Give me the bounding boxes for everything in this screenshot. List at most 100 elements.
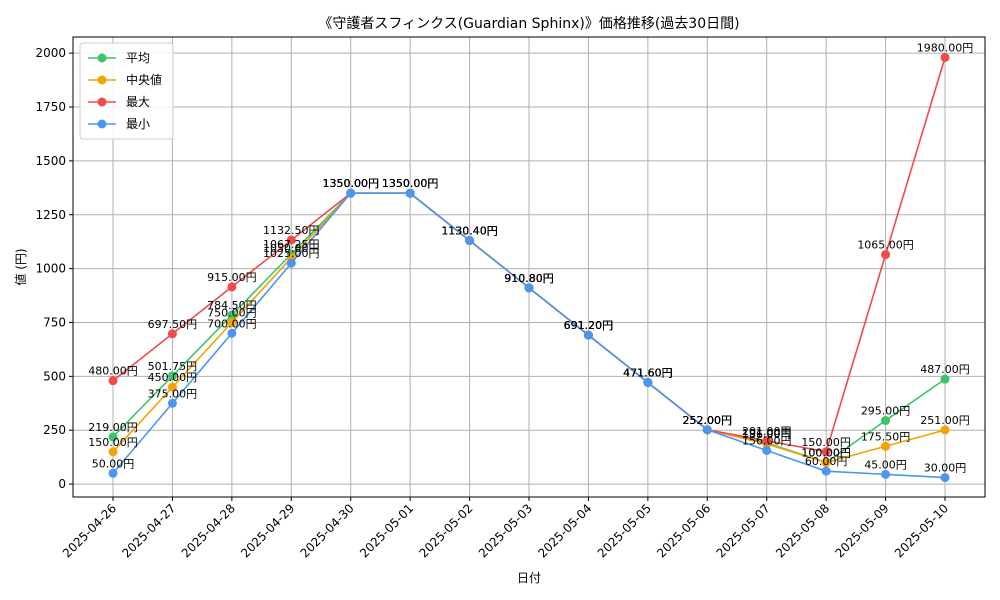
data-label: 219.00円 xyxy=(88,421,138,434)
data-label: 471.60円 xyxy=(623,366,673,379)
data-point xyxy=(643,377,653,387)
data-label: 191.00円 xyxy=(742,427,792,440)
data-point xyxy=(762,436,772,446)
x-tick-label: 2025-05-09 xyxy=(832,501,891,560)
data-label: 1350.00円 xyxy=(322,177,379,190)
legend-marker xyxy=(97,97,107,107)
x-tick-label: 2025-04-28 xyxy=(179,501,238,560)
data-label: 252.00円 xyxy=(683,414,733,427)
y-axis-title: 値 (円) xyxy=(13,248,28,285)
data-label: 1132.50円 xyxy=(263,224,320,237)
y-tick-label: 1250 xyxy=(35,208,66,222)
data-point xyxy=(762,445,772,455)
data-label: 1350.00円 xyxy=(322,177,379,190)
legend-label: 最小 xyxy=(126,117,150,131)
data-point xyxy=(524,283,534,293)
data-label: 700.00円 xyxy=(207,317,257,330)
data-label: 784.50円 xyxy=(207,299,257,312)
data-point xyxy=(286,235,296,245)
y-tick-label: 0 xyxy=(58,477,66,491)
data-label: 252.00円 xyxy=(683,414,733,427)
data-label: 471.60円 xyxy=(623,366,673,379)
data-label: 252.00円 xyxy=(683,414,733,427)
data-point xyxy=(167,382,177,392)
data-label: 150.00円 xyxy=(801,436,851,449)
data-label: 691.20円 xyxy=(564,319,614,332)
data-label: 910.80円 xyxy=(504,272,554,285)
data-label: 480.00円 xyxy=(88,365,138,378)
data-label: 1130.40円 xyxy=(441,225,498,238)
series-group xyxy=(108,52,950,483)
data-label: 1980.00円 xyxy=(917,41,974,54)
x-tick-label: 2025-05-06 xyxy=(654,501,713,560)
data-point xyxy=(821,447,831,457)
y-tick-label: 1750 xyxy=(35,100,66,114)
data-label: 471.60円 xyxy=(623,366,673,379)
data-label: 1350.00円 xyxy=(322,177,379,190)
data-label: 1350.00円 xyxy=(382,177,439,190)
data-label: 175.50円 xyxy=(861,430,911,443)
x-tick-label: 2025-05-01 xyxy=(357,501,416,560)
data-label: 1130.40円 xyxy=(441,225,498,238)
data-point xyxy=(227,317,237,327)
data-label: 1130.40円 xyxy=(441,225,498,238)
data-label: 1050.00円 xyxy=(263,242,320,255)
x-axis-title: 日付 xyxy=(517,571,541,585)
data-label: 750.00円 xyxy=(207,306,257,319)
legend-box xyxy=(79,42,174,140)
x-axis: 2025-04-26 2025-04-27 2025-04-28 2025-04-29… xyxy=(60,497,951,560)
data-label: 201.00円 xyxy=(742,425,792,438)
data-label: 30.00円 xyxy=(924,462,967,475)
data-label: 691.20円 xyxy=(564,319,614,332)
data-label: 501.75円 xyxy=(148,360,198,373)
data-point xyxy=(108,447,118,457)
data-label: 910.80円 xyxy=(504,272,554,285)
data-point xyxy=(227,310,237,320)
data-label: 915.00円 xyxy=(207,271,257,284)
y-tick-label: 1500 xyxy=(35,154,66,168)
data-label: 50.00円 xyxy=(92,457,135,470)
data-point xyxy=(881,441,891,451)
data-label: 910.80円 xyxy=(504,272,554,285)
x-tick-label: 2025-05-02 xyxy=(416,501,475,560)
data-point xyxy=(881,416,891,426)
data-point xyxy=(108,376,118,386)
legend-marker xyxy=(97,119,107,129)
data-label: 60.00円 xyxy=(805,455,848,468)
data-label: 45.00円 xyxy=(864,458,907,471)
data-point xyxy=(940,52,950,62)
data-point xyxy=(702,425,712,435)
data-label: 100.00円 xyxy=(801,447,851,460)
data-label: 186.00円 xyxy=(742,428,792,441)
legend-label: 中央値 xyxy=(126,72,162,87)
data-point xyxy=(405,188,415,198)
data-point xyxy=(940,473,950,483)
x-tick-label: 2025-04-27 xyxy=(119,501,178,560)
x-tick-label: 2025-04-29 xyxy=(238,501,297,560)
data-point xyxy=(940,425,950,435)
data-point xyxy=(346,188,356,198)
data-label: 375.00円 xyxy=(148,387,198,400)
y-tick-label: 500 xyxy=(43,369,66,383)
data-point xyxy=(881,250,891,260)
x-tick-label: 2025-05-04 xyxy=(535,501,594,560)
data-label: 450.00円 xyxy=(148,371,198,384)
y-tick-label: 750 xyxy=(43,315,66,329)
data-label: 1130.40円 xyxy=(441,225,498,238)
x-tick-label: 2025-04-30 xyxy=(298,501,357,560)
data-label: 1350.00円 xyxy=(382,177,439,190)
y-tick-label: 2000 xyxy=(35,46,66,60)
data-point xyxy=(583,330,593,340)
data-label: 295.00円 xyxy=(861,405,911,418)
data-label: 691.20円 xyxy=(564,319,614,332)
data-label: 1067.25円 xyxy=(263,238,320,251)
y-tick-label: 1000 xyxy=(35,262,66,276)
grid xyxy=(73,37,985,497)
y-axis: 0 250 500 750 1000 1250 1500 1750 2000 xyxy=(35,46,73,491)
data-label: 100.00円 xyxy=(801,447,851,460)
legend-label: 平均 xyxy=(126,51,150,65)
data-label: 156.00円 xyxy=(742,434,792,447)
data-point xyxy=(821,466,831,476)
data-labels: 219.00円 501.75円 784.50円 1067.25円 1350.00円 135… xyxy=(88,41,973,474)
